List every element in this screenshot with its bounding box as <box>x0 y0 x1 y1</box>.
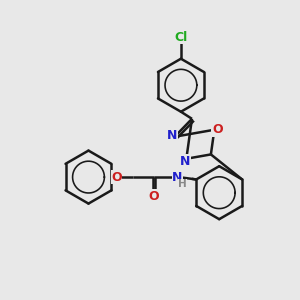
Text: O: O <box>148 190 159 203</box>
Text: O: O <box>212 123 223 136</box>
Text: H: H <box>178 178 187 189</box>
Text: O: O <box>111 171 122 184</box>
Text: N: N <box>180 154 190 168</box>
Text: N: N <box>172 171 183 184</box>
Text: N: N <box>167 129 178 142</box>
Text: Cl: Cl <box>174 31 188 44</box>
